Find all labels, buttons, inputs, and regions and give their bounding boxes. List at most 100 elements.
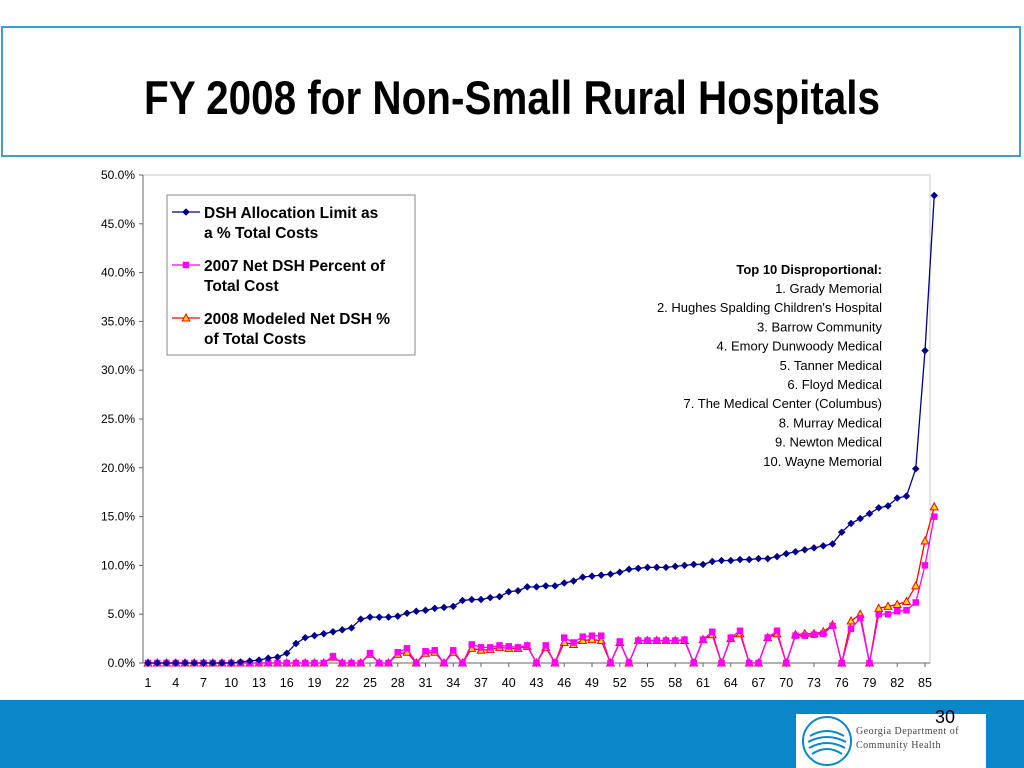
data-point-square [746, 659, 753, 667]
y-tick-label: 45.0% [101, 217, 135, 231]
data-point-diamond [504, 587, 513, 596]
data-point-diamond [467, 595, 476, 604]
data-point-diamond [227, 659, 236, 667]
data-point-square [579, 633, 586, 640]
data-point-square [329, 652, 337, 660]
data-point-square [440, 659, 448, 667]
data-point-square [320, 659, 327, 667]
data-point-diamond [199, 659, 208, 667]
data-point-diamond [643, 563, 652, 572]
data-point-square [681, 636, 688, 643]
y-tick-label: 40.0% [101, 266, 135, 280]
y-tick-label: 10.0% [101, 558, 135, 572]
annotation-item: 2. Hughes Spalding Children's Hospital [657, 300, 882, 315]
x-tick-label: 19 [308, 676, 322, 690]
data-point-diamond [181, 659, 189, 667]
data-point-diamond [884, 502, 892, 510]
data-point-square [894, 608, 901, 615]
annotation-item: 3. Barrow Community [757, 319, 882, 334]
org-logo: Georgia Department of Community Health [796, 714, 986, 768]
data-point-diamond [902, 492, 911, 500]
legend-label: of Total Costs [204, 331, 306, 348]
data-point-square [690, 659, 697, 667]
data-point-diamond [911, 464, 920, 473]
data-point-diamond [763, 554, 772, 563]
data-point-square [829, 622, 836, 630]
data-point-square [385, 659, 392, 667]
data-point-diamond [810, 543, 818, 552]
top10-annotation: Top 10 Disproportional: 1. Grady Memorial… [657, 262, 883, 469]
data-point-diamond [421, 606, 430, 615]
data-point-square [283, 659, 290, 667]
data-point-diamond [671, 562, 680, 571]
data-point-diamond [736, 555, 744, 564]
annotation-item: 8. Murray Medical [779, 415, 882, 430]
annotation-item: 1. Grady Memorial [775, 281, 882, 296]
data-point-square [875, 610, 882, 618]
data-point-square [607, 659, 614, 667]
data-point-square [561, 634, 568, 641]
data-point-square [857, 614, 864, 622]
data-point-diamond [218, 659, 226, 667]
data-point-square [182, 261, 190, 269]
data-point-triangle [883, 601, 893, 610]
data-point-square [598, 632, 605, 639]
data-point-diamond [782, 549, 791, 558]
x-tick-label: 46 [557, 676, 571, 690]
data-point-square [311, 659, 318, 667]
data-point-square [570, 639, 577, 646]
data-point-diamond [190, 659, 199, 667]
data-point-diamond [726, 556, 735, 565]
x-tick-label: 7 [200, 676, 207, 690]
data-point-square [653, 637, 660, 644]
data-point-square [810, 631, 818, 638]
data-point-diamond [495, 592, 504, 601]
data-point-diamond [255, 656, 263, 664]
data-point-diamond [430, 604, 439, 613]
data-point-diamond [171, 659, 180, 667]
data-point-diamond [384, 613, 393, 621]
x-tick-label: 31 [419, 676, 433, 690]
data-point-square [884, 610, 892, 618]
data-point-diamond [800, 545, 809, 554]
data-point-square [903, 607, 910, 614]
data-point-square [866, 659, 873, 667]
data-point-square [709, 628, 716, 636]
data-point-square [792, 632, 799, 639]
annotation-item: 5. Tanner Medical [780, 358, 882, 373]
data-point-diamond [819, 542, 828, 550]
data-point-diamond [847, 519, 855, 528]
x-tick-label: 40 [502, 676, 516, 690]
data-point-square [921, 562, 929, 569]
annotation-item: 9. Newton Medical [775, 435, 882, 450]
data-point-diamond [791, 547, 800, 556]
data-point-square [838, 659, 845, 667]
data-point-diamond [828, 540, 837, 548]
annotation-item: 10. Wayne Memorial [763, 454, 882, 469]
data-point-diamond [182, 208, 190, 216]
data-point-square [551, 659, 559, 667]
data-point-square [773, 627, 781, 635]
data-point-diamond [449, 602, 458, 611]
data-point-diamond [162, 659, 171, 667]
y-tick-label: 5.0% [108, 607, 136, 621]
data-point-square [727, 634, 734, 641]
x-tick-label: 82 [890, 676, 904, 690]
x-tick-label: 37 [474, 676, 488, 690]
x-tick-label: 85 [918, 676, 932, 690]
data-point-triangle [181, 312, 191, 322]
y-tick-label: 15.0% [101, 510, 135, 524]
logo-text-line1: Georgia Department of [856, 726, 960, 737]
x-tick-label: 28 [391, 676, 405, 690]
data-point-square [394, 649, 401, 656]
x-tick-label: 25 [363, 676, 377, 690]
data-point-square [783, 659, 790, 667]
data-point-square [487, 644, 494, 651]
data-point-square [468, 641, 475, 648]
legend-label: 2007 Net DSH Percent of [204, 258, 386, 275]
data-point-diamond [273, 653, 282, 661]
data-point-diamond [486, 593, 495, 602]
data-point-triangle [920, 535, 930, 545]
data-point-triangle [578, 635, 588, 645]
data-point-diamond [375, 613, 384, 621]
